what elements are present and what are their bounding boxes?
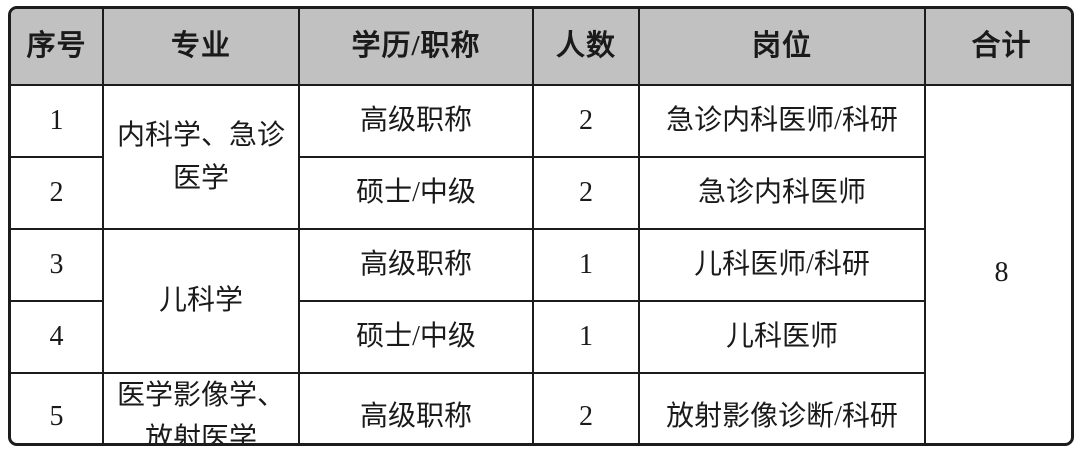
cell-headcount: 2 (532, 84, 640, 158)
major-text: 内科学、急诊医学 (116, 119, 285, 194)
recruitment-table-frame: 序号 专业 学历/职称 人数 岗位 合计 1 内科学、急诊医学 高级职称 2 急… (8, 6, 1074, 446)
table-row: 5 医学影像学、放射医学 高级职称 2 放射影像诊断/科研 (11, 372, 1071, 446)
table-row: 4 硕士/中级 1 儿科医师 (11, 300, 1071, 374)
cell-serial: 5 (11, 372, 104, 443)
header-cell-position: 岗位 (638, 9, 926, 86)
cell-serial: 2 (11, 156, 104, 230)
cell-position: 放射影像诊断/科研 (638, 372, 925, 443)
cell-position: 急诊内科医师 (638, 156, 925, 230)
cell-total-value: 8 (924, 84, 1071, 443)
cell-position: 急诊内科医师/科研 (638, 84, 926, 158)
major-text: 医学影像学、放射医学 (116, 380, 285, 446)
table-row: 1 内科学、急诊医学 高级职称 2 急诊内科医师/科研 8 (11, 84, 1071, 443)
cell-major-internal-emergency: 内科学、急诊医学 (102, 84, 300, 230)
header-row: 序号 专业 学历/职称 人数 岗位 合计 (11, 9, 1071, 86)
cell-qualification: 高级职称 (298, 84, 534, 158)
cell-major-pediatrics: 儿科学 (102, 228, 300, 374)
cell-qualification: 高级职称 (298, 228, 534, 302)
cell-headcount: 2 (532, 156, 640, 230)
cell-qualification: 硕士/中级 (298, 156, 534, 230)
cell-position: 儿科医师/科研 (638, 228, 925, 302)
cell-headcount: 2 (532, 372, 640, 443)
major-text: 儿科学 (158, 285, 243, 317)
header-cell-serial: 序号 (11, 9, 104, 86)
table-row: 2 硕士/中级 2 急诊内科医师 (11, 156, 1071, 230)
cell-serial: 4 (11, 300, 104, 374)
recruitment-table: 序号 专业 学历/职称 人数 岗位 合计 1 内科学、急诊医学 高级职称 2 急… (11, 9, 1071, 446)
cell-headcount: 1 (532, 300, 640, 374)
header-cell-total: 合计 (924, 9, 1071, 86)
cell-position: 儿科医师 (638, 300, 925, 374)
cell-serial: 3 (11, 228, 104, 302)
header-cell-qualification: 学历/职称 (298, 9, 534, 86)
table-row: 3 儿科学 高级职称 1 儿科医师/科研 (11, 228, 1071, 374)
cell-major-radiology: 医学影像学、放射医学 (102, 372, 300, 446)
header-cell-major: 专业 (102, 9, 300, 86)
cell-serial: 1 (11, 84, 104, 158)
cell-qualification: 高级职称 (298, 372, 534, 443)
cell-headcount: 1 (532, 228, 640, 302)
cell-qualification: 硕士/中级 (298, 300, 534, 374)
header-cell-headcount: 人数 (532, 9, 640, 86)
